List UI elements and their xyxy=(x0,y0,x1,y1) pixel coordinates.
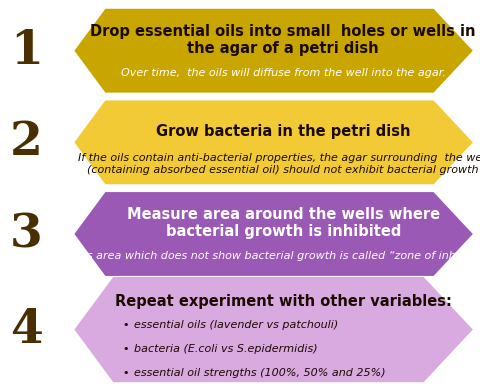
Text: Measure area around the wells where
bacterial growth is inhibited: Measure area around the wells where bact… xyxy=(127,207,440,239)
Polygon shape xyxy=(74,9,473,93)
Text: •: • xyxy=(122,368,129,378)
Text: 2: 2 xyxy=(10,119,43,165)
Polygon shape xyxy=(74,192,473,276)
Text: Grow bacteria in the petri dish: Grow bacteria in the petri dish xyxy=(156,124,410,139)
Text: essential oil strengths (100%, 50% and 25%): essential oil strengths (100%, 50% and 2… xyxy=(134,368,386,378)
Text: •: • xyxy=(122,320,129,330)
Text: Drop essential oils into small  holes or wells in
the agar of a petri dish: Drop essential oils into small holes or … xyxy=(90,24,476,56)
Text: 1: 1 xyxy=(10,28,43,74)
Text: This area which does not show bacterial growth is called “zone of inhibition”: This area which does not show bacterial … xyxy=(70,251,480,261)
Text: 3: 3 xyxy=(10,211,43,257)
Text: Over time,  the oils will diffuse from the well into the agar.: Over time, the oils will diffuse from th… xyxy=(121,67,445,78)
Polygon shape xyxy=(74,277,473,382)
Text: If the oils contain anti-bacterial properties, the agar surrounding  the well
(c: If the oils contain anti-bacterial prope… xyxy=(78,153,480,175)
Text: 4: 4 xyxy=(10,307,43,353)
Text: bacteria (E.coli vs S.epidermidis): bacteria (E.coli vs S.epidermidis) xyxy=(134,344,318,354)
Text: essential oils (lavender vs patchouli): essential oils (lavender vs patchouli) xyxy=(134,320,339,330)
Polygon shape xyxy=(74,100,473,184)
Text: Repeat experiment with other variables:: Repeat experiment with other variables: xyxy=(115,294,452,308)
Text: •: • xyxy=(122,344,129,354)
